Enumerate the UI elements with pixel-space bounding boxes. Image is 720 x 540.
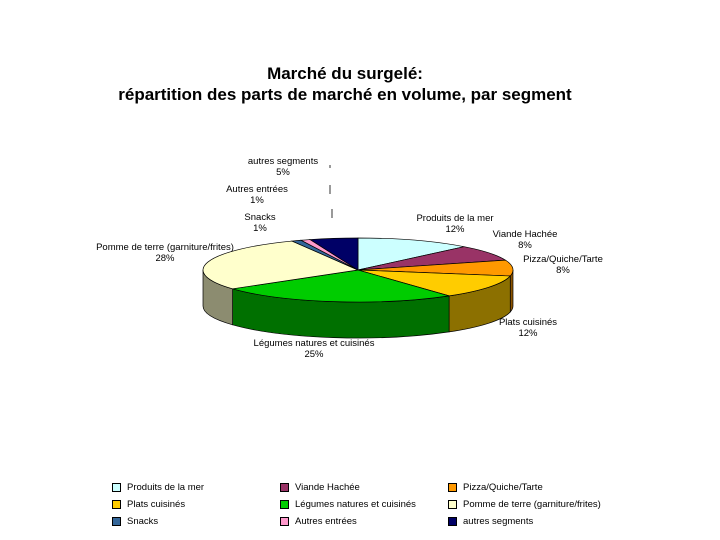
slice-value-pomme-de-terre-garniture-frites-: 28% [155, 253, 175, 264]
legend-label: autres segments [463, 516, 534, 527]
slice-label-l-gumes-natures-et-cuisin-s: Légumes natures et cuisinés [254, 338, 375, 349]
legend-item-l-gumes-natures-et-cuisin-s: Légumes natures et cuisinés [280, 497, 448, 512]
legend-label: Pomme de terre (garniture/frites) [463, 499, 601, 510]
legend-item-autres-entr-es: Autres entrées [280, 514, 448, 529]
legend-label: Produits de la mer [127, 482, 205, 493]
slice-label-viande-hach-e: Viande Hachée [493, 229, 558, 240]
slice-label-snacks: Snacks [244, 212, 275, 223]
pie-side-pizza-quiche-tarte [509, 269, 514, 313]
legend-label: Pizza/Quiche/Tarte [463, 482, 543, 493]
slice-value-l-gumes-natures-et-cuisin-s: 25% [304, 349, 324, 360]
legend-item-plats-cuisin-s: Plats cuisinés [112, 497, 280, 512]
legend-item-viande-hach-e: Viande Hachée [280, 480, 448, 495]
legend-label: Snacks [127, 516, 159, 527]
slice-value-plats-cuisin-s: 12% [518, 328, 538, 339]
legend-label: Légumes natures et cuisinés [295, 499, 416, 510]
pie-slice-pomme-de-terre-garniture-frites- [202, 240, 360, 290]
slice-label-pomme-de-terre-garniture-frites-: Pomme de terre (garniture/frites) [96, 242, 234, 253]
legend-item-produits-de-la-mer: Produits de la mer [112, 480, 280, 495]
legend-swatch [280, 517, 289, 526]
legend-swatch [448, 517, 457, 526]
legend-swatch [280, 483, 289, 492]
slice-label-autres-entr-es: Autres entrées [226, 184, 288, 195]
slice-value-pizza-quiche-tarte: 8% [556, 265, 570, 276]
legend-swatch [448, 500, 457, 509]
legend-item-snacks: Snacks [112, 514, 280, 529]
legend-label: Viande Hachée [295, 482, 360, 493]
pie-slices [202, 237, 514, 303]
slice-label-produits-de-la-mer: Produits de la mer [416, 213, 493, 224]
chart-legend: Produits de la mer Viande Hachée Pizza/Qui… [112, 480, 628, 529]
legend-item-pomme-de-terre-garniture-frites-: Pomme de terre (garniture/frites) [448, 497, 628, 512]
legend-swatch [112, 500, 121, 509]
slice-label-plats-cuisin-s: Plats cuisinés [499, 317, 557, 328]
slice-value-snacks: 1% [253, 223, 267, 234]
slice-value-autres-segments: 5% [276, 167, 290, 178]
legend-label: Plats cuisinés [127, 499, 186, 510]
legend-item-pizza-quiche-tarte: Pizza/Quiche/Tarte [448, 480, 628, 495]
chart-title-line-1: Marché du surgelé: [267, 64, 423, 83]
slice-label-autres-segments: autres segments [248, 156, 318, 167]
pie-slice-plats-cuisin-s [357, 269, 512, 297]
chart-title-line-2: répartition des parts de marché en volum… [118, 85, 572, 104]
slice-label-pizza-quiche-tarte: Pizza/Quiche/Tarte [523, 254, 603, 265]
slice-value-autres-entr-es: 1% [250, 195, 264, 206]
pie-slice-autres-segments [309, 237, 359, 271]
pie-slice-produits-de-la-mer [357, 237, 465, 271]
legend-swatch [448, 483, 457, 492]
legend-swatch [112, 517, 121, 526]
slice-value-viande-hach-e: 8% [518, 240, 532, 251]
legend-label: Autres entrées [295, 516, 357, 527]
legend-item-autres-segments: autres segments [448, 514, 628, 529]
legend-swatch [280, 500, 289, 509]
legend-swatch [112, 483, 121, 492]
chart-title: Marché du surgelé: répartition des parts… [0, 63, 690, 105]
pie-slice-l-gumes-natures-et-cuisin-s [232, 269, 450, 303]
slice-value-produits-de-la-mer: 12% [445, 224, 465, 235]
